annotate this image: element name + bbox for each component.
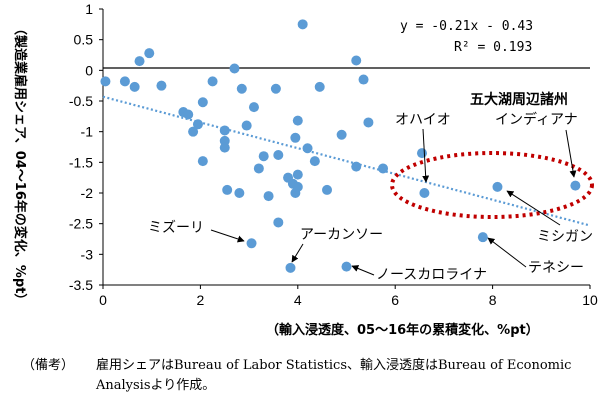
- trend-r2: R² = 0.193: [454, 40, 532, 55]
- data-point-labeled: [419, 188, 430, 198]
- data-point: [144, 48, 155, 59]
- data-point: [297, 19, 308, 30]
- x-tick-label: 6: [391, 292, 399, 308]
- data-point: [197, 156, 208, 167]
- data-point: [273, 149, 284, 160]
- data-point-labeled: [492, 181, 503, 192]
- label-indiana: インディアナ: [495, 111, 578, 128]
- x-tick-label: 10: [582, 292, 598, 308]
- data-point: [183, 109, 194, 120]
- data-point: [100, 76, 111, 87]
- label-arkansas: アーカンソー: [300, 227, 383, 243]
- arrow-north-carolina: [351, 265, 375, 276]
- arrow-indiana: [565, 129, 577, 178]
- data-point: [290, 132, 301, 143]
- data-point: [219, 142, 230, 153]
- data-point: [134, 56, 145, 67]
- data-point: [234, 188, 245, 198]
- data-point: [253, 163, 264, 174]
- data-point-labeled: [246, 238, 257, 249]
- data-point: [156, 80, 167, 91]
- data-point: [273, 217, 284, 228]
- y-tick-label: 1: [85, 1, 93, 17]
- x-axis-title: （輸入浸透度、05～16年の累積変化、%pt）: [266, 322, 539, 338]
- data-point: [236, 83, 247, 94]
- arrow-missouri: [210, 229, 245, 243]
- footnote: （備考） 雇用シェアはBureau of Labor Statistics、輸入…: [22, 356, 592, 396]
- y-tick-label: -2.5: [69, 216, 93, 232]
- data-point: [363, 117, 374, 128]
- data-point: [416, 148, 427, 159]
- y-tick-label: -2: [81, 185, 94, 201]
- data-point: [248, 102, 259, 113]
- data-point: [229, 63, 240, 74]
- y-tick-label: -3.5: [69, 277, 93, 293]
- data-point: [292, 115, 303, 126]
- y-tick-label: -1: [81, 124, 94, 140]
- arrow-tennessee: [487, 237, 527, 268]
- y-tick-label: -3: [81, 246, 94, 262]
- trendline: [102, 95, 591, 227]
- data-point: [222, 184, 233, 195]
- data-point: [309, 156, 320, 167]
- label-ohio: オハイオ: [395, 112, 451, 128]
- data-point: [292, 169, 303, 180]
- data-point: [219, 125, 230, 136]
- data-point: [270, 83, 281, 94]
- scatter-chart: 1 0.5 0 -0.5 -1 -1.5 -2 -2.5 -3 -3.5 0 2 4 6 8 10 y = -…: [12, 1, 598, 338]
- x-tick-label: 8: [489, 292, 497, 308]
- data-point: [119, 76, 130, 87]
- arrow-arkansas: [291, 243, 304, 263]
- x-tick-label: 0: [99, 292, 107, 308]
- data-point: [188, 126, 199, 137]
- axes: [102, 9, 590, 286]
- data-point-labeled: [477, 232, 488, 243]
- arrow-ohio: [422, 128, 430, 183]
- data-point: [207, 76, 218, 87]
- data-point: [302, 143, 313, 154]
- data-point-labeled: [341, 261, 352, 272]
- x-tick-label: 4: [294, 292, 302, 308]
- data-point: [129, 81, 140, 92]
- y-tick-label: 0.5: [74, 32, 94, 48]
- data-point: [322, 184, 333, 195]
- trend-equation: y = -0.21x - 0.43: [400, 19, 533, 34]
- data-point: [378, 163, 389, 174]
- data-point: [192, 119, 203, 130]
- x-tick-label: 2: [197, 292, 205, 308]
- data-point: [336, 129, 347, 140]
- great-lakes-label: 五大湖周辺諸州: [470, 91, 568, 108]
- great-lakes-ellipse: [390, 151, 594, 219]
- arrow-michigan: [506, 190, 561, 226]
- data-point: [197, 97, 208, 108]
- y-tick-label: 0: [85, 62, 93, 78]
- label-tennessee: テネシー: [528, 260, 584, 276]
- data-point: [351, 55, 362, 66]
- data-point-labeled: [570, 180, 581, 191]
- y-axis-title: （製造業雇用シェア、04～16年の変化、%pt）: [12, 22, 28, 306]
- data-point: [258, 151, 269, 162]
- data-point-labeled: [285, 262, 296, 273]
- data-point: [358, 74, 369, 85]
- footnote-text: 雇用シェアはBureau of Labor Statistics、輸入浸透度はB…: [96, 358, 572, 393]
- data-point: [241, 120, 252, 131]
- footnote-label: （備考）: [22, 358, 75, 373]
- data-point: [263, 191, 274, 202]
- label-missouri: ミズーリ: [148, 220, 204, 236]
- data-point: [292, 181, 303, 192]
- y-tick-label: -1.5: [69, 154, 93, 170]
- data-point: [314, 81, 325, 92]
- data-point: [351, 161, 362, 172]
- label-north-carolina: ノースカロライナ: [376, 267, 487, 283]
- label-michigan: ミシガン: [537, 229, 593, 245]
- y-tick-label: -0.5: [69, 93, 93, 109]
